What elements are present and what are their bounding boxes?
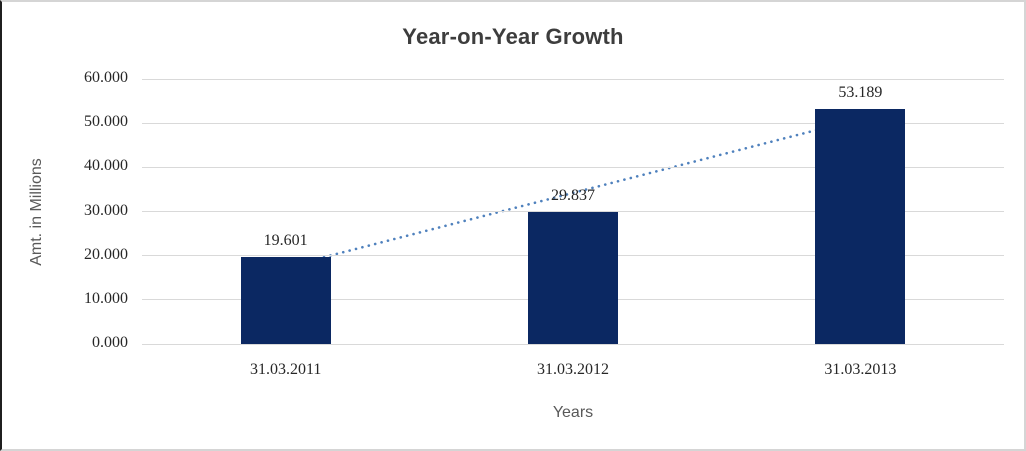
y-tick-label: 10.000 xyxy=(84,289,128,307)
y-tick-label: 50.000 xyxy=(84,113,128,131)
bar-value-label: 19.601 xyxy=(263,232,308,250)
y-tick-label: 30.000 xyxy=(84,201,128,219)
bar xyxy=(240,257,331,344)
bar xyxy=(528,212,618,344)
chart-title: Year-on-Year Growth xyxy=(402,24,624,49)
gridline xyxy=(142,211,1004,212)
bar xyxy=(815,109,906,344)
bar-value-label: 29.837 xyxy=(551,187,595,205)
gridline xyxy=(142,343,1004,345)
gridline xyxy=(142,166,1004,168)
y-tick-label: 20.000 xyxy=(84,245,128,263)
gridline xyxy=(142,122,1004,124)
gridline xyxy=(142,78,1004,80)
x-category-label: 31.03.2013 xyxy=(824,361,897,378)
x-axis-title: Years xyxy=(552,404,594,421)
x-category-label: 31.03.2012 xyxy=(537,361,609,378)
y-tick-label: 40.000 xyxy=(84,157,128,175)
bar-value-label: 53.189 xyxy=(838,84,883,102)
plot-area: 19.601 29.837 53.189 xyxy=(142,78,1004,345)
y-tick-label: 60.000 xyxy=(84,69,128,86)
y-tick-label: 0.000 xyxy=(92,334,128,351)
x-category-label: 31.03.2011 xyxy=(249,361,322,378)
